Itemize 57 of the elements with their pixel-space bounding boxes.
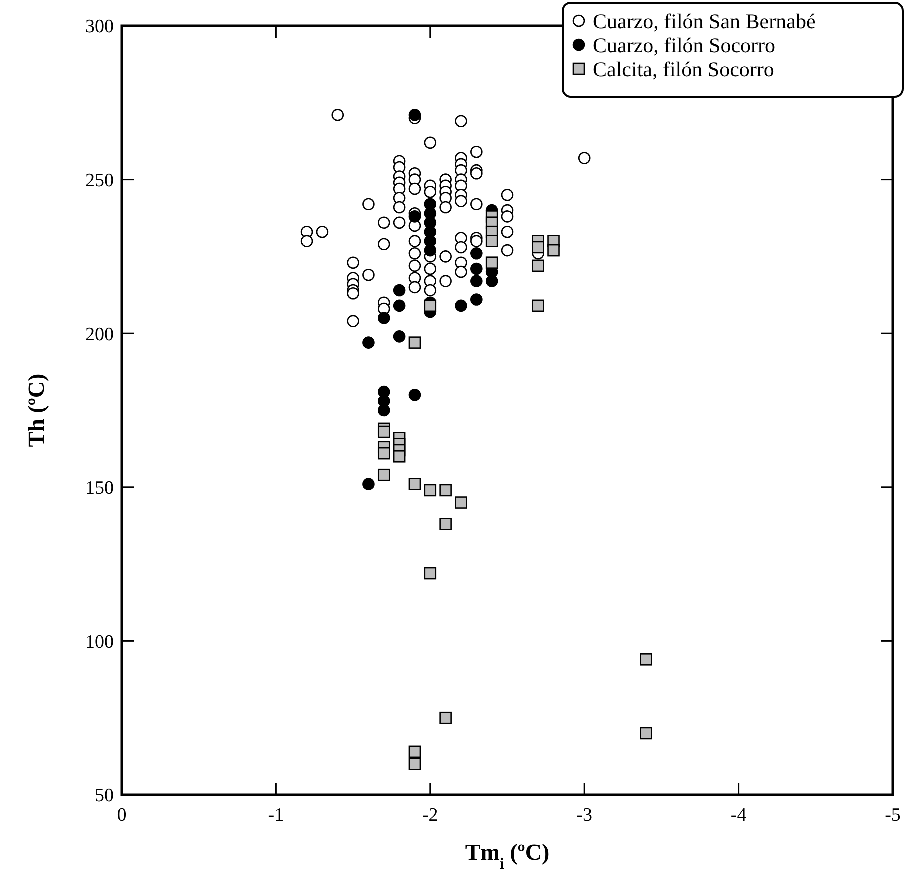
point [408, 210, 422, 223]
point [486, 235, 498, 248]
x-tick-label: -2 [422, 805, 438, 826]
point [408, 109, 422, 122]
point [548, 244, 560, 257]
point [640, 654, 652, 666]
point [408, 746, 422, 758]
point [378, 426, 390, 438]
point [455, 300, 468, 312]
point [455, 496, 468, 509]
point [408, 388, 422, 402]
y-tick-label: 200 [86, 324, 114, 346]
point [470, 294, 483, 306]
point [362, 478, 375, 490]
point [532, 241, 544, 254]
point [440, 484, 452, 497]
point [532, 260, 544, 272]
legend-label: Cuarzo, filón San Bernabé [593, 9, 816, 34]
x-tick-label: -5 [885, 805, 901, 826]
y-tick-label: 250 [86, 170, 114, 192]
point [378, 468, 390, 482]
point [424, 484, 437, 497]
y-tick-label: 100 [86, 632, 114, 653]
point [470, 262, 483, 276]
x-tick-label: 0 [117, 805, 127, 826]
point [378, 404, 390, 417]
y-tick-label: 50 [95, 786, 114, 807]
point [470, 275, 483, 288]
point [408, 758, 422, 770]
point [424, 244, 437, 257]
y-tick-label: 150 [86, 478, 114, 500]
point [440, 518, 452, 530]
y-tick-label: 300 [86, 16, 114, 38]
legend-label: Calcita, filón Socorro [593, 57, 774, 82]
point [408, 336, 422, 349]
point [486, 275, 498, 288]
point [640, 727, 652, 740]
point [378, 312, 390, 324]
x-tick-label: -3 [576, 805, 593, 826]
x-tick-label: -4 [730, 805, 748, 826]
point [393, 450, 406, 463]
point [470, 247, 483, 260]
point [408, 478, 422, 490]
x-axis-title: Tm$_{i}$ (ºC) [465, 840, 550, 872]
legend-label: Cuarzo, filón Socorro [593, 33, 776, 58]
point [532, 300, 544, 312]
point [393, 330, 406, 343]
point [424, 567, 437, 580]
point [424, 300, 437, 312]
point [393, 300, 406, 312]
point [362, 336, 375, 349]
x-tick-label: -1 [268, 805, 284, 826]
point [393, 284, 406, 297]
y-axis-title: Th (ºC) [24, 374, 49, 448]
point [378, 447, 390, 460]
point [440, 712, 452, 724]
point [486, 256, 498, 269]
